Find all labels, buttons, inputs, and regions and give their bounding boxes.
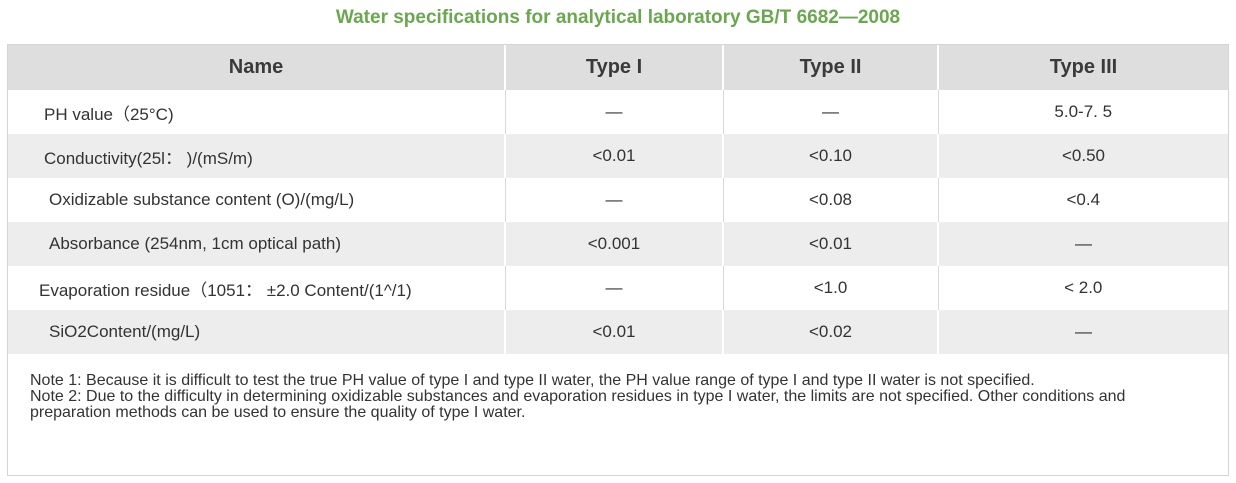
type3-cell: <0.4 [1066,190,1101,209]
type1-cell: — [505,178,724,222]
spec-panel: Name Type I Type II Type III PH value（25… [7,44,1229,476]
row-name-cell: Oxidizable substance content (O)/(mg/L) [8,178,506,222]
type2-cell: <1.0 [723,266,939,310]
table-header-row: Name Type I Type II Type III [8,45,1228,90]
type1-cell: <0.01 [505,134,724,178]
type1-cell: <0.001 [505,222,724,266]
header-type-1: Type I [505,45,724,90]
type3-cell: — [1075,234,1092,253]
table-row: SiO2Content/(mg/L) <0.01 <0.02 — [8,310,1228,354]
row-name-cell: SiO2Content/(mg/L) [8,310,506,354]
type3-cell: — [1075,322,1092,341]
type1-cell: <0.01 [505,310,724,354]
row-name-cell: PH value（25°C) [8,90,506,134]
spec-table: Name Type I Type II Type III PH value（25… [8,45,1228,354]
type3-cell: < 2.0 [1064,278,1103,297]
table-row: Oxidizable substance content (O)/(mg/L) … [8,178,1228,222]
header-name: Name [8,45,506,90]
type1-cell: — [505,266,724,310]
row-name-cell: Absorbance (254nm, 1cm optical path) [8,222,506,266]
note-1: Note 1: Because it is difficult to test … [30,372,1035,389]
row-name-cell: Evaporation residue（1051： ±2.0 Content/(… [8,266,506,310]
type3-cell: 5.0-7. 5 [1054,102,1113,121]
header-type-2: Type II [723,45,939,90]
type2-cell: — [723,90,939,134]
table-row: PH value（25°C) — — 5.0-7. 5 [8,90,1228,134]
note-2: Note 2: Due to the difficulty in determi… [30,388,1126,421]
page-title: Water specifications for analytical labo… [335,7,901,28]
type2-cell: <0.10 [723,134,939,178]
row-name-cell: Conductivity(25l： )/(mS/m) [8,134,506,178]
type3-cell: <0.50 [1061,146,1105,165]
table-row: Absorbance (254nm, 1cm optical path) <0.… [8,222,1228,266]
type2-cell: <0.01 [723,222,939,266]
type2-cell: <0.02 [723,310,939,354]
table-row: Evaporation residue（1051： ±2.0 Content/(… [8,266,1228,310]
table-row: Conductivity(25l： )/(mS/m) <0.01 <0.10 <… [8,134,1228,178]
notes-block: Note 1: Because it is difficult to test … [30,373,1210,421]
type2-cell: <0.08 [723,178,939,222]
type1-cell: — [505,90,724,134]
header-type-3: Type III [1049,56,1118,78]
